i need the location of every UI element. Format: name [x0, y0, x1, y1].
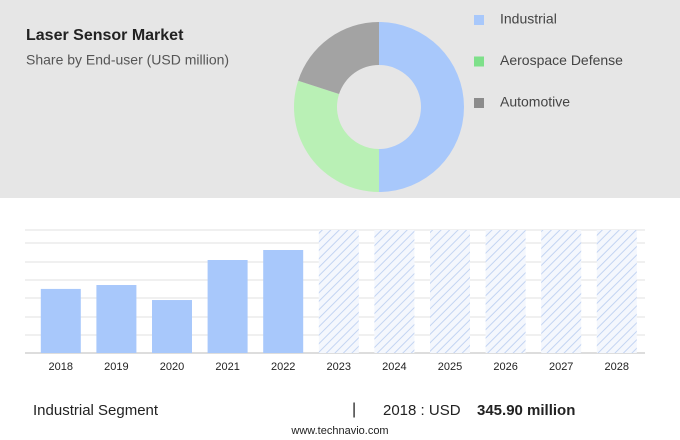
legend-label: Industrial [500, 11, 557, 27]
chart-subtitle: Share by End-user (USD million) [26, 52, 229, 68]
bar [207, 260, 248, 353]
x-tick-label: 2022 [271, 361, 295, 373]
legend-label: Aerospace Defense [500, 52, 623, 68]
footer-divider: | [352, 401, 356, 418]
x-tick-label: 2020 [160, 361, 184, 373]
x-tick-label: 2025 [438, 361, 462, 373]
source: www.technavio.com [290, 425, 388, 437]
legend-swatch [474, 98, 484, 108]
forecast-placeholder [485, 230, 526, 353]
forecast-placeholder [318, 230, 359, 353]
x-tick-label: 2024 [382, 361, 406, 373]
x-tick-label: 2018 [49, 361, 73, 373]
donut-slice [294, 80, 379, 192]
footer-segment: Industrial Segment [33, 402, 159, 419]
forecast-placeholder [541, 230, 582, 353]
legend-swatch [474, 56, 484, 67]
bar [152, 300, 192, 353]
forecast-placeholder [596, 230, 637, 353]
x-tick-label: 2023 [327, 361, 351, 373]
donut-slice [298, 22, 379, 95]
forecast-placeholder [374, 230, 415, 353]
forecast-placeholder [430, 230, 470, 353]
bar [40, 288, 81, 353]
donut-slice [379, 22, 464, 192]
chart-title: Laser Sensor Market [26, 27, 184, 44]
x-tick-label: 2027 [549, 361, 573, 373]
x-tick-label: 2021 [215, 361, 239, 373]
footer-year: 2018 : USD [383, 402, 461, 419]
footer-value: 345.90 million [477, 402, 575, 419]
x-tick-label: 2026 [493, 361, 517, 373]
legend-swatch [474, 15, 484, 25]
legend-label: Automotive [500, 94, 570, 110]
x-tick-label: 2019 [104, 361, 128, 373]
bar [263, 250, 304, 353]
bar [96, 285, 137, 353]
x-tick-label: 2028 [605, 361, 629, 373]
